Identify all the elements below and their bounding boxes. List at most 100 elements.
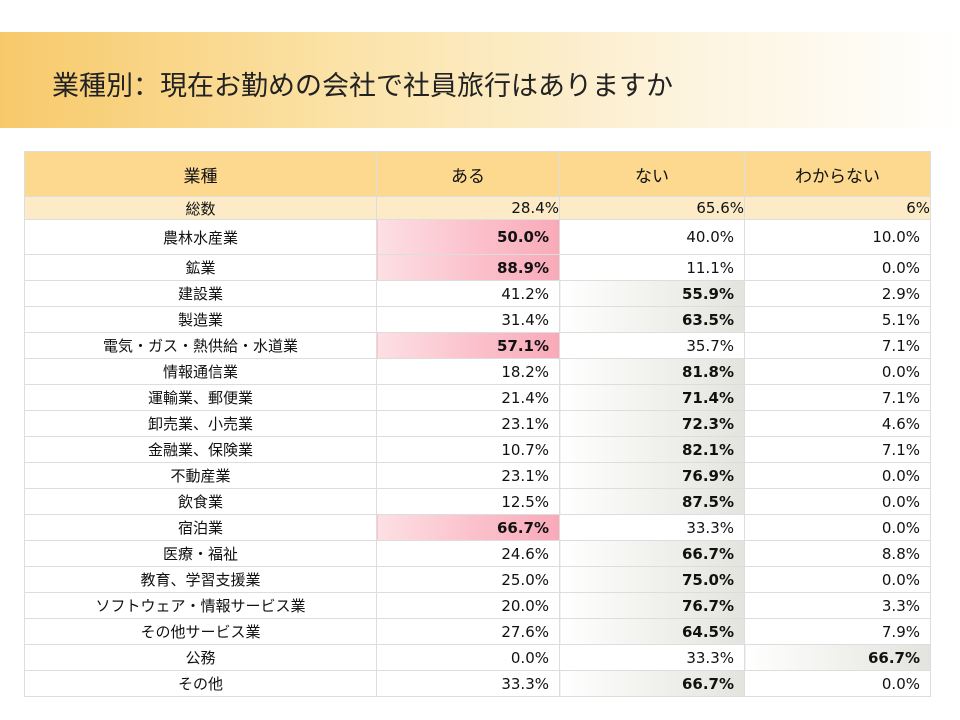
cell-yes: 23.1%: [376, 410, 560, 437]
cell-yes: 18.2%: [376, 358, 560, 385]
header-unknown: わからない: [744, 151, 931, 197]
cell-unknown: 2.9%: [744, 280, 931, 307]
industry-label: 金融業、保険業: [24, 436, 377, 463]
cell-yes: 21.4%: [376, 384, 560, 411]
cell-yes: 27.6%: [376, 618, 560, 645]
table-row: 建設業 41.2% 55.9% 2.9%: [24, 280, 931, 307]
total-row: 総数 28.4% 65.6% 6%: [24, 196, 931, 220]
industry-label: その他: [24, 670, 377, 697]
cell-yes: 25.0%: [376, 566, 560, 593]
cell-no: 35.7%: [559, 332, 745, 359]
total-label: 総数: [24, 196, 377, 220]
cell-unknown: 7.1%: [744, 332, 931, 359]
table-row: ソフトウェア・情報サービス業 20.0% 76.7% 3.3%: [24, 592, 931, 619]
table-row: 情報通信業 18.2% 81.8% 0.0%: [24, 358, 931, 385]
table-row: 製造業 31.4% 63.5% 5.1%: [24, 306, 931, 333]
cell-yes: 66.7%: [376, 514, 560, 541]
header-industry: 業種: [24, 151, 377, 197]
table-row: 教育、学習支援業 25.0% 75.0% 0.0%: [24, 566, 931, 593]
cell-unknown: 0.0%: [744, 670, 931, 697]
cell-unknown: 3.3%: [744, 592, 931, 619]
table-row: 鉱業 88.9% 11.1% 0.0%: [24, 254, 931, 281]
table-row: 公務 0.0% 33.3% 66.7%: [24, 644, 931, 671]
industry-label: ソフトウェア・情報サービス業: [24, 592, 377, 619]
industry-label: 公務: [24, 644, 377, 671]
cell-yes: 23.1%: [376, 462, 560, 489]
cell-no: 11.1%: [559, 254, 745, 281]
cell-yes: 57.1%: [376, 332, 560, 359]
cell-yes: 10.7%: [376, 436, 560, 463]
cell-unknown: 7.9%: [744, 618, 931, 645]
cell-no: 66.7%: [559, 670, 745, 697]
cell-unknown: 0.0%: [744, 358, 931, 385]
cell-yes: 24.6%: [376, 540, 560, 567]
industry-label: 製造業: [24, 306, 377, 333]
table-row: 不動産業 23.1% 76.9% 0.0%: [24, 462, 931, 489]
cell-unknown: 10.0%: [744, 219, 931, 255]
table-row: 電気・ガス・熱供給・水道業 57.1% 35.7% 7.1%: [24, 332, 931, 359]
cell-yes: 41.2%: [376, 280, 560, 307]
cell-unknown: 66.7%: [744, 644, 931, 671]
cell-no: 87.5%: [559, 488, 745, 515]
table-row: その他サービス業 27.6% 64.5% 7.9%: [24, 618, 931, 645]
header-no: ない: [559, 151, 745, 197]
cell-unknown: 0.0%: [744, 566, 931, 593]
table-row: 宿泊業 66.7% 33.3% 0.0%: [24, 514, 931, 541]
industry-label: 不動産業: [24, 462, 377, 489]
cell-unknown: 8.8%: [744, 540, 931, 567]
cell-no: 33.3%: [559, 644, 745, 671]
industry-label: 医療・福祉: [24, 540, 377, 567]
cell-yes: 12.5%: [376, 488, 560, 515]
cell-no: 64.5%: [559, 618, 745, 645]
cell-no: 75.0%: [559, 566, 745, 593]
cell-no: 66.7%: [559, 540, 745, 567]
cell-no: 40.0%: [559, 219, 745, 255]
total-unknown: 6%: [744, 196, 931, 220]
cell-unknown: 5.1%: [744, 306, 931, 333]
cell-no: 71.4%: [559, 384, 745, 411]
cell-no: 82.1%: [559, 436, 745, 463]
industry-label: 農林水産業: [24, 219, 377, 255]
cell-yes: 50.0%: [376, 219, 560, 255]
cell-no: 76.7%: [559, 592, 745, 619]
industry-label: 情報通信業: [24, 358, 377, 385]
cell-yes: 88.9%: [376, 254, 560, 281]
industry-label: 卸売業、小売業: [24, 410, 377, 437]
cell-yes: 31.4%: [376, 306, 560, 333]
cell-unknown: 0.0%: [744, 514, 931, 541]
page-title: 業種別：現在お勤めの会社で社員旅行はありますか: [52, 71, 673, 102]
industry-label: 飲食業: [24, 488, 377, 515]
table-row: 運輸業、郵便業 21.4% 71.4% 7.1%: [24, 384, 931, 411]
cell-yes: 33.3%: [376, 670, 560, 697]
industry-label: 教育、学習支援業: [24, 566, 377, 593]
table-row: 飲食業 12.5% 87.5% 0.0%: [24, 488, 931, 515]
table-row: 卸売業、小売業 23.1% 72.3% 4.6%: [24, 410, 931, 437]
table-row: その他 33.3% 66.7% 0.0%: [24, 670, 931, 697]
cell-yes: 0.0%: [376, 644, 560, 671]
cell-no: 76.9%: [559, 462, 745, 489]
cell-unknown: 0.0%: [744, 254, 931, 281]
industry-label: 運輸業、郵便業: [24, 384, 377, 411]
cell-unknown: 4.6%: [744, 410, 931, 437]
cell-no: 55.9%: [559, 280, 745, 307]
table-row: 金融業、保険業 10.7% 82.1% 7.1%: [24, 436, 931, 463]
industry-label: 鉱業: [24, 254, 377, 281]
cell-no: 33.3%: [559, 514, 745, 541]
cell-no: 72.3%: [559, 410, 745, 437]
industry-label: 宿泊業: [24, 514, 377, 541]
total-no: 65.6%: [559, 196, 745, 220]
title-band: [0, 32, 960, 128]
industry-label: 建設業: [24, 280, 377, 307]
industry-label: その他サービス業: [24, 618, 377, 645]
cell-yes: 20.0%: [376, 592, 560, 619]
table-row: 農林水産業 50.0% 40.0% 10.0%: [24, 219, 931, 255]
header-yes: ある: [376, 151, 560, 197]
cell-unknown: 7.1%: [744, 384, 931, 411]
header-row: 業種 ある ない わからない: [24, 151, 931, 197]
cell-no: 81.8%: [559, 358, 745, 385]
cell-unknown: 0.0%: [744, 462, 931, 489]
industry-label: 電気・ガス・熱供給・水道業: [24, 332, 377, 359]
cell-unknown: 7.1%: [744, 436, 931, 463]
cell-no: 63.5%: [559, 306, 745, 333]
table-row: 医療・福祉 24.6% 66.7% 8.8%: [24, 540, 931, 567]
